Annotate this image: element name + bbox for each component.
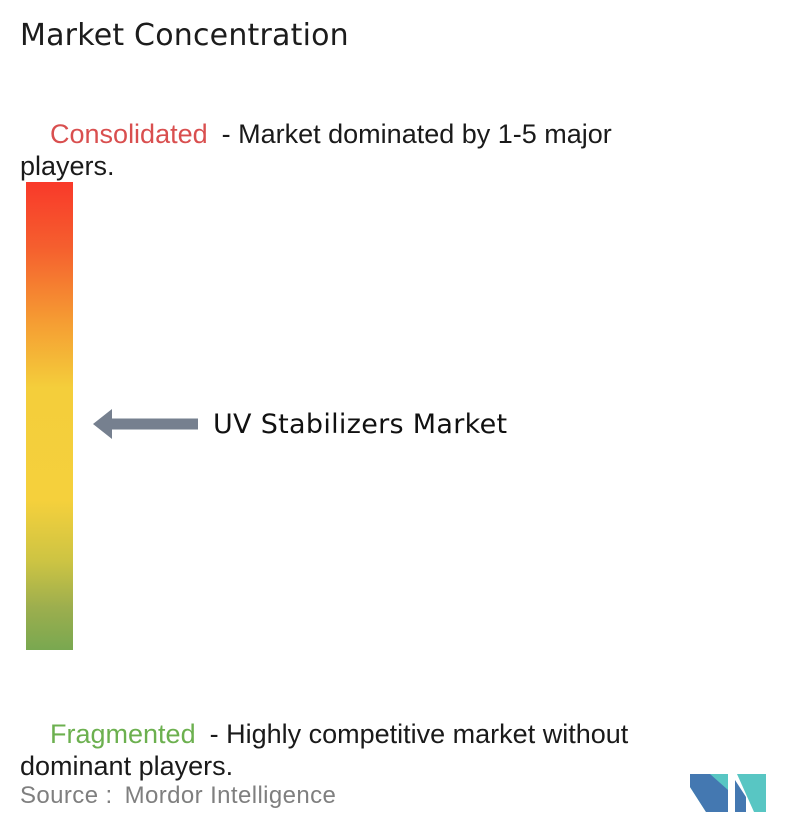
market-marker: UV Stabilizers Market bbox=[93, 407, 507, 441]
consolidated-term: Consolidated bbox=[50, 119, 208, 149]
source-label: Source : bbox=[20, 782, 113, 809]
page-title: Market Concentration bbox=[20, 18, 349, 53]
market-label: UV Stabilizers Market bbox=[213, 408, 508, 440]
concentration-scale-bar bbox=[26, 182, 73, 650]
source-attribution: Source : Mordor Intelligence bbox=[20, 782, 336, 810]
fragmented-term: Fragmented bbox=[50, 719, 196, 749]
fragmented-text: - Highly competitive market without domi… bbox=[20, 719, 629, 781]
fragmented-description: Fragmented - Highly competitive market wi… bbox=[20, 686, 790, 814]
source-value: Mordor Intelligence bbox=[124, 782, 337, 809]
consolidated-text: - Market dominated by 1-5 major players. bbox=[20, 119, 612, 181]
consolidated-description: Consolidated - Market dominated by 1-5 ma… bbox=[20, 86, 790, 214]
left-arrow-icon bbox=[93, 409, 198, 439]
mordor-intelligence-logo bbox=[690, 774, 766, 812]
